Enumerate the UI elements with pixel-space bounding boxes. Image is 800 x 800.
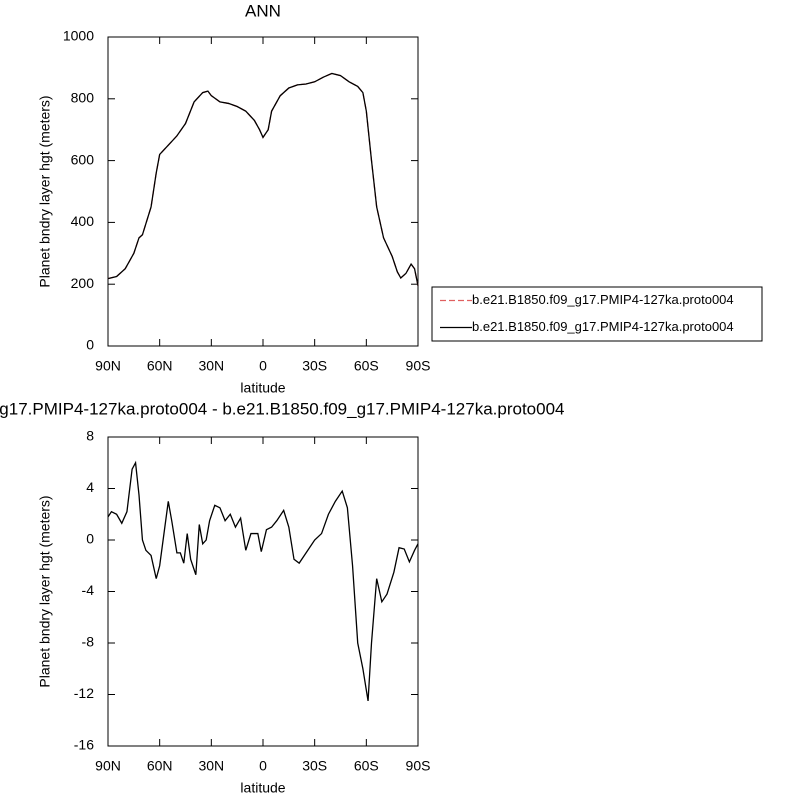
x-tick-label: 90N (95, 358, 121, 374)
x-tick-label: 90S (406, 358, 431, 374)
y-tick-label: -16 (74, 737, 94, 753)
x-tick-label: 60N (147, 758, 173, 774)
x-tick-label: 90S (406, 758, 431, 774)
y-tick-label: 800 (71, 90, 95, 106)
y-tick-label: 200 (71, 275, 95, 291)
data-line (107, 460, 419, 702)
data-line (107, 72, 419, 286)
y-tick-label: -4 (82, 582, 95, 598)
x-tick-label: 90N (95, 758, 121, 774)
y-tick-label: 4 (86, 479, 94, 495)
y-tick-label: 1000 (63, 28, 94, 44)
y-tick-label: 0 (86, 337, 94, 353)
y-axis-label: Planet bndry layer hgt (meters) (37, 495, 53, 687)
x-tick-label: 60S (354, 758, 379, 774)
x-tick-label: 30S (302, 758, 327, 774)
chart-title: .f09_g17.PMIP4-127ka.proto004 - b.e21.B1… (0, 399, 565, 418)
x-axis-label: latitude (240, 380, 285, 396)
legend-label: b.e21.B1850.f09_g17.PMIP4-127ka.proto004 (472, 292, 734, 307)
x-tick-label: 0 (259, 358, 267, 374)
y-axis-label: Planet bndry layer hgt (meters) (37, 95, 53, 287)
y-tick-label: 600 (71, 151, 95, 167)
plot-frame (107, 36, 419, 347)
data-line (107, 72, 419, 286)
y-tick-label: 8 (86, 428, 94, 444)
y-tick-label: -8 (82, 634, 95, 650)
x-tick-label: 60S (354, 358, 379, 374)
legend-box (431, 286, 763, 342)
y-tick-label: -12 (74, 685, 94, 701)
x-tick-label: 30N (198, 758, 224, 774)
y-tick-label: 400 (71, 213, 95, 229)
x-tick-label: 30S (302, 358, 327, 374)
legend-label: b.e21.B1850.f09_g17.PMIP4-127ka.proto004 (472, 319, 734, 334)
plot-frame (107, 436, 419, 747)
chart-title: ANN (245, 1, 281, 20)
x-axis-label: latitude (240, 780, 285, 796)
y-tick-label: 0 (86, 531, 94, 547)
x-tick-label: 30N (198, 358, 224, 374)
x-tick-label: 60N (147, 358, 173, 374)
x-tick-label: 0 (259, 758, 267, 774)
